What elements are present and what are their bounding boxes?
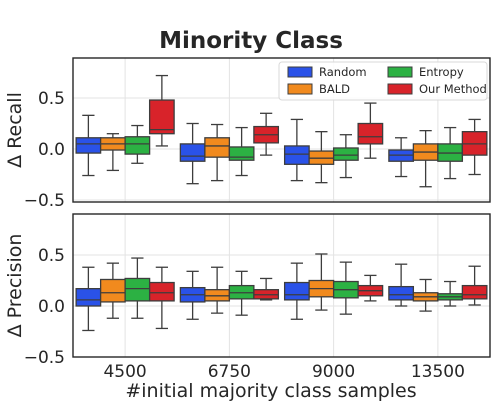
box-bald-6750 xyxy=(204,123,231,182)
y-tick-label: 0.0 xyxy=(38,140,65,160)
y-tick-label: −0.5 xyxy=(24,348,65,368)
legend-swatch-bald xyxy=(287,83,313,95)
box-our-method-13500 xyxy=(461,265,488,306)
box-entropy-13500 xyxy=(437,280,464,307)
box-iqr xyxy=(148,281,175,302)
legend-swatch-random xyxy=(287,66,313,78)
x-tick-label-4500: 4500 xyxy=(103,362,146,382)
box-iqr xyxy=(148,99,175,135)
box-iqr xyxy=(75,137,102,154)
box-iqr xyxy=(228,146,255,161)
box-entropy-4500 xyxy=(124,257,151,319)
panel-1: −0.5 0.0 0.5 Δ Recall xyxy=(4,57,491,211)
box-random-13500 xyxy=(388,137,415,178)
box-our-method-6750 xyxy=(253,112,280,156)
box-entropy-9000 xyxy=(332,134,359,179)
legend: Random BALD Entropy Our Method xyxy=(278,61,488,101)
x-tick-label-9000: 9000 xyxy=(312,362,355,382)
box-entropy-6750 xyxy=(228,270,255,316)
panels-layer: −0.5 0.0 0.5 Δ Recall −0.5 0.0 0.5 Δ Precision 4… xyxy=(4,57,491,382)
box-random-6750 xyxy=(179,122,206,185)
y-tick-label: 0.5 xyxy=(38,89,65,109)
box-entropy-9000 xyxy=(332,261,359,315)
legend-swatch-our-method xyxy=(387,83,413,95)
x-tick-label-13500: 13500 xyxy=(411,362,465,382)
box-iqr xyxy=(461,284,488,300)
box-iqr xyxy=(283,281,310,301)
legend-label-entropy: Entropy xyxy=(419,65,464,79)
chart-title: Minority Class xyxy=(159,28,343,54)
box-iqr xyxy=(357,122,384,145)
box-iqr xyxy=(332,147,359,161)
box-iqr xyxy=(283,145,310,165)
legend-label-random: Random xyxy=(319,65,367,79)
box-iqr xyxy=(124,136,151,155)
box-our-method-9000 xyxy=(357,102,384,159)
box-iqr xyxy=(75,288,102,307)
box-iqr xyxy=(124,277,151,302)
box-bald-4500 xyxy=(99,133,126,172)
legend-label-our-method: Our Method xyxy=(419,82,487,96)
box-random-4500 xyxy=(75,114,102,177)
box-random-9000 xyxy=(283,262,310,320)
box-random-4500 xyxy=(75,266,102,332)
box-bald-13500 xyxy=(412,278,439,312)
legend-label-bald: BALD xyxy=(319,82,350,96)
box-random-13500 xyxy=(388,263,415,307)
x-axis-label: #initial majority class samples xyxy=(125,380,416,402)
box-our-method-13500 xyxy=(461,118,488,176)
box-iqr xyxy=(99,278,126,303)
box-our-method-9000 xyxy=(357,274,384,302)
y-tick-label: −0.5 xyxy=(24,191,65,211)
panel-frame xyxy=(72,57,491,203)
box-our-method-4500 xyxy=(148,74,175,147)
box-entropy-13500 xyxy=(437,126,464,180)
panel-frame xyxy=(72,213,491,358)
y-axis-label: Δ Recall xyxy=(4,92,26,168)
x-tick-label-6750: 6750 xyxy=(208,362,251,382)
box-entropy-4500 xyxy=(124,124,151,164)
box-random-9000 xyxy=(283,118,310,182)
box-bald-9000 xyxy=(308,253,335,311)
y-tick-label: 0.5 xyxy=(38,246,65,266)
box-iqr xyxy=(388,285,415,301)
box-bald-9000 xyxy=(308,131,335,184)
box-bald-4500 xyxy=(99,262,126,319)
box-iqr xyxy=(179,143,206,162)
panel-2: −0.5 0.0 0.5 Δ Precision xyxy=(4,213,491,368)
legend-frame xyxy=(278,61,488,101)
legend-swatch-entropy xyxy=(387,66,413,78)
box-our-method-6750 xyxy=(253,277,280,301)
box-bald-13500 xyxy=(412,129,439,188)
y-axis-label: Δ Precision xyxy=(4,234,26,338)
box-entropy-6750 xyxy=(228,126,255,177)
box-our-method-4500 xyxy=(148,266,175,330)
box-random-6750 xyxy=(179,270,206,320)
box-iqr xyxy=(204,137,231,158)
y-tick-label: 0.0 xyxy=(38,297,65,317)
